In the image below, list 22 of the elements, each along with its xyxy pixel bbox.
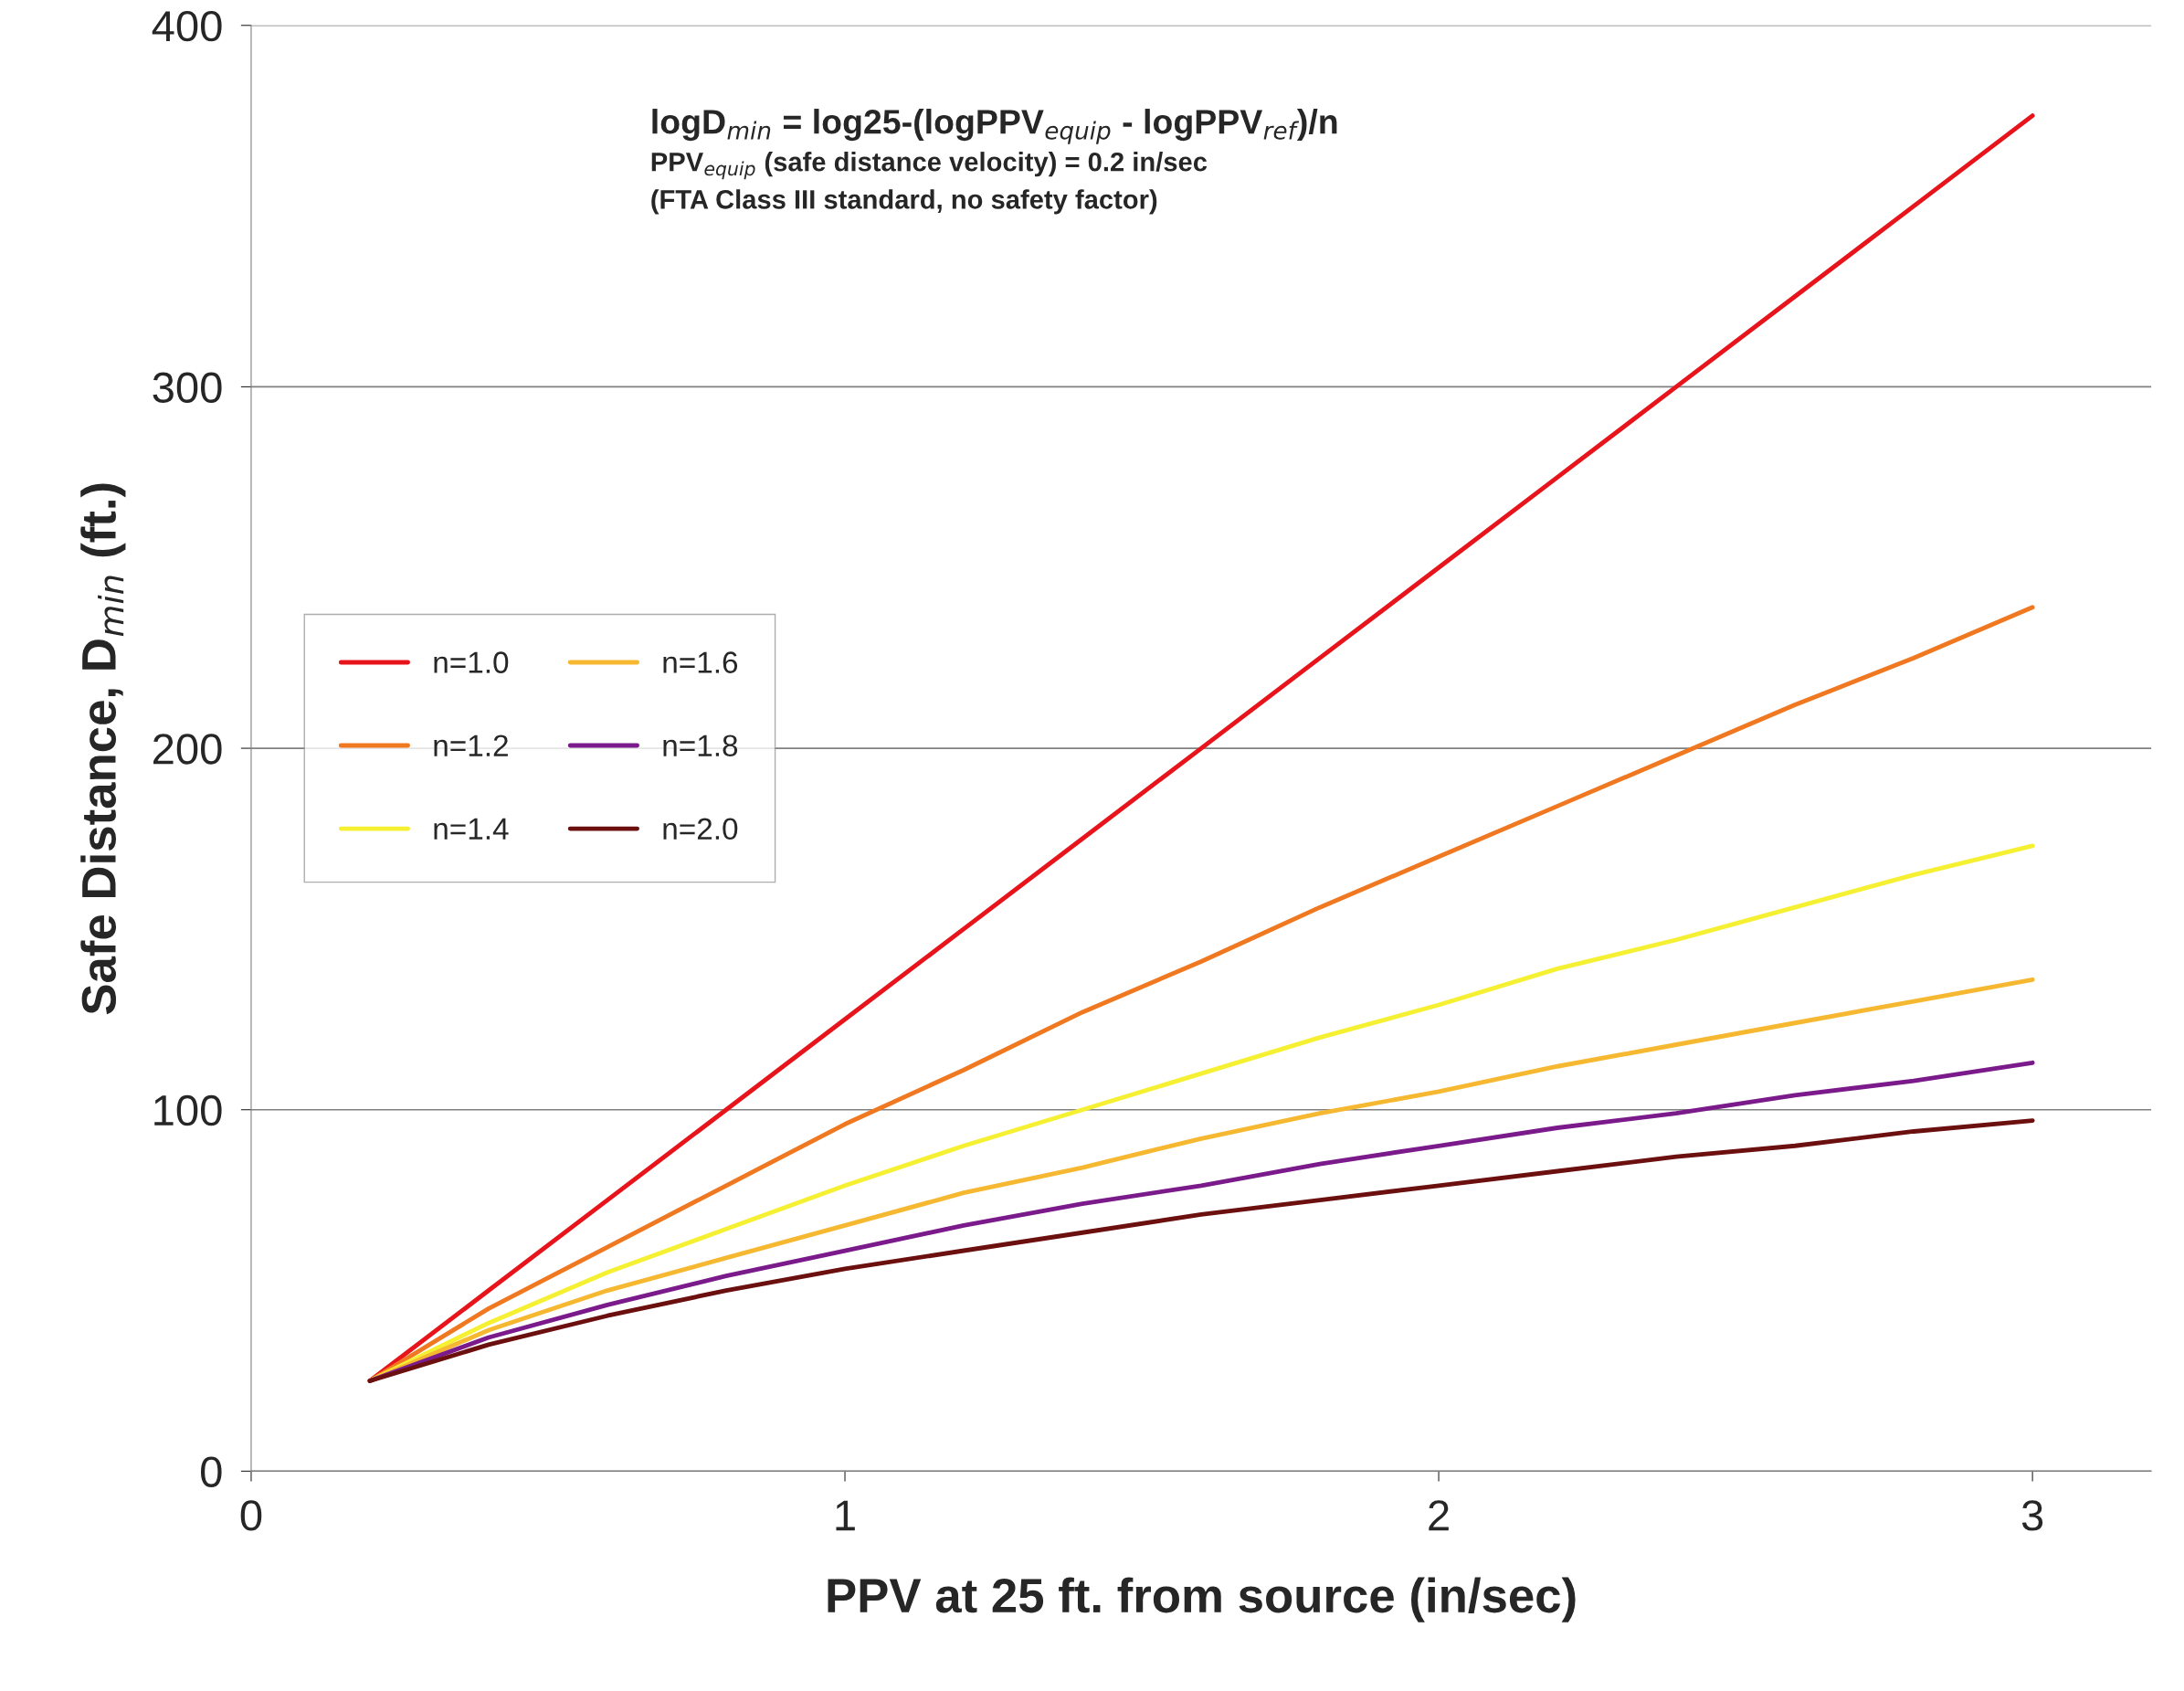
annotation: (FTA Class III standard, no safety factor) (651, 189, 1157, 215)
annotation: logD$_{min}$ = log25-(logPPV$_{equip}$ - logPPV$_{ref}$)/n (652, 109, 1337, 144)
y-tick-label: 400 (152, 10, 222, 42)
legend-label: n=1.6 (663, 651, 738, 673)
y-tick-label: 200 (153, 734, 222, 765)
legend-label: n=1.2 (434, 735, 508, 756)
x-tick-label: 3 (2021, 1500, 2043, 1531)
legend-label: n=1.8 (663, 735, 738, 757)
y-tick-label: 0 (200, 1456, 222, 1487)
x-axis-title: PPV at 25 ft. from source (in/sec) (828, 1577, 1576, 1622)
line-series (367, 1060, 2035, 1383)
x-tick-label: 1 (836, 1500, 855, 1531)
x-tick-label: 2 (1429, 1500, 1449, 1531)
y-tick-label: 300 (153, 372, 222, 403)
y-tick-label: 100 (154, 1094, 222, 1126)
annotation: PPV$_{equip}$ (safe distance velocity) = 0.2 in/sec (651, 152, 1208, 180)
legend-label: n=1.0 (434, 651, 509, 673)
legend-label: n=1.4 (434, 818, 509, 840)
x-tick-label: 0 (240, 1500, 262, 1531)
line-series (367, 1118, 2035, 1383)
legend-label: n=2.0 (663, 818, 738, 840)
y-axis-title: Safe Distance, D$_{min}$ (ft.) (80, 483, 126, 1015)
